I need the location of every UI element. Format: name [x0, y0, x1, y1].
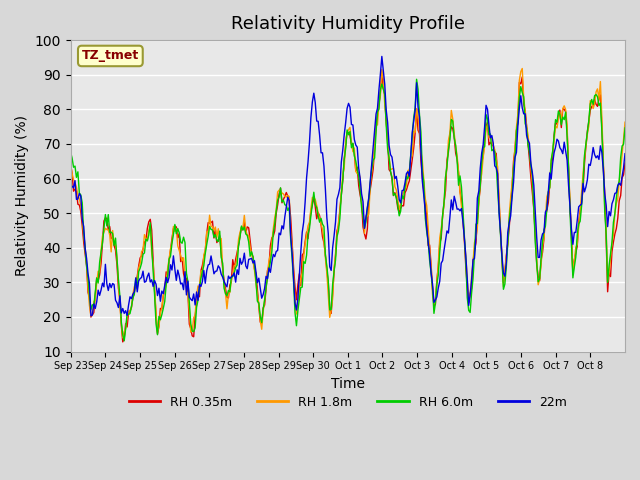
RH 1.8m — [547, 157, 555, 163]
22m — [67, 184, 74, 190]
22m — [620, 165, 627, 171]
RH 0.35m — [465, 300, 472, 306]
Line: 22m: 22m — [70, 57, 625, 316]
RH 0.35m — [547, 161, 555, 167]
RH 1.8m — [620, 136, 627, 142]
RH 1.8m — [518, 66, 526, 72]
22m — [547, 176, 555, 182]
Title: Relativity Humidity Profile: Relativity Humidity Profile — [231, 15, 465, 33]
RH 0.35m — [67, 162, 74, 168]
RH 1.8m — [67, 161, 74, 167]
RH 6.0m — [103, 223, 111, 229]
Text: TZ_tmet: TZ_tmet — [82, 49, 139, 62]
RH 6.0m — [413, 76, 420, 82]
RH 1.8m — [353, 171, 361, 177]
Line: RH 0.35m: RH 0.35m — [70, 73, 625, 342]
22m — [87, 313, 95, 319]
RH 0.35m — [103, 216, 111, 221]
RH 6.0m — [547, 157, 555, 163]
RH 0.35m — [353, 164, 361, 170]
RH 0.35m — [86, 295, 93, 300]
RH 0.35m — [378, 71, 386, 76]
22m — [104, 288, 112, 293]
22m — [378, 54, 386, 60]
RH 1.8m — [103, 227, 111, 232]
RH 6.0m — [120, 338, 128, 344]
RH 6.0m — [353, 167, 361, 172]
RH 6.0m — [621, 125, 629, 131]
Line: RH 1.8m: RH 1.8m — [70, 69, 625, 338]
RH 6.0m — [67, 149, 74, 155]
RH 1.8m — [86, 303, 93, 309]
Line: RH 6.0m: RH 6.0m — [70, 79, 625, 341]
RH 0.35m — [621, 160, 629, 166]
RH 0.35m — [620, 172, 627, 178]
RH 1.8m — [119, 335, 127, 341]
22m — [86, 281, 93, 287]
RH 0.35m — [119, 339, 127, 345]
RH 1.8m — [621, 120, 629, 125]
RH 6.0m — [620, 142, 627, 147]
RH 6.0m — [465, 308, 472, 313]
RH 6.0m — [86, 293, 93, 299]
22m — [353, 144, 361, 150]
Y-axis label: Relativity Humidity (%): Relativity Humidity (%) — [15, 115, 29, 276]
RH 1.8m — [463, 276, 471, 282]
22m — [621, 151, 629, 156]
X-axis label: Time: Time — [331, 377, 365, 391]
Legend: RH 0.35m, RH 1.8m, RH 6.0m, 22m: RH 0.35m, RH 1.8m, RH 6.0m, 22m — [124, 391, 572, 414]
22m — [465, 302, 472, 308]
